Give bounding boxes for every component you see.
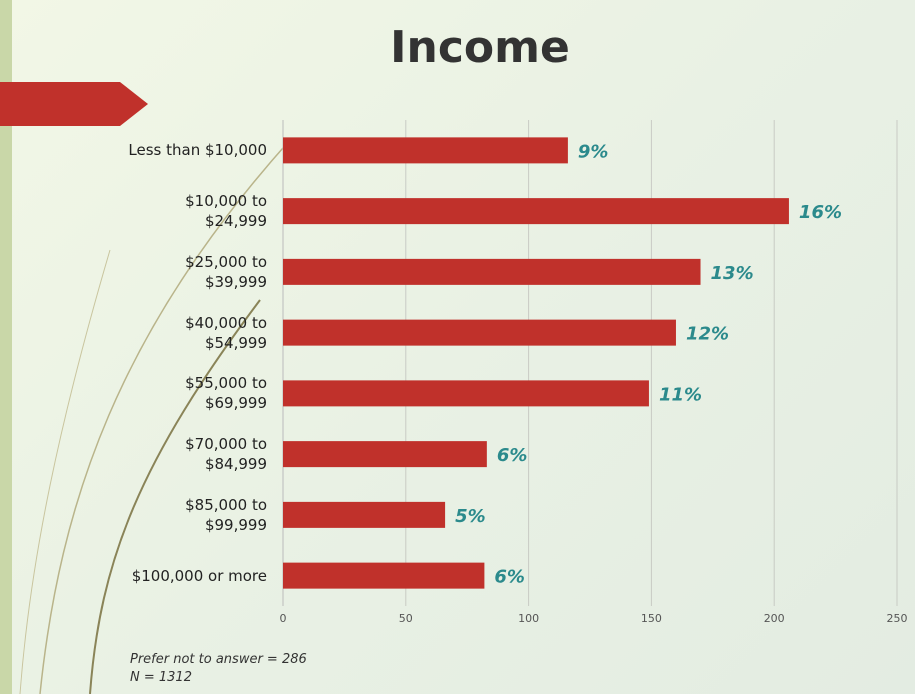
x-tick-label: 150 [641, 612, 662, 625]
swoosh [19, 249, 111, 694]
x-tick-label: 250 [887, 612, 908, 625]
category-label: $10,000 to $24,999 [185, 192, 267, 231]
value-label: 5% [455, 506, 486, 527]
value-label: 11% [659, 384, 702, 405]
bar [283, 441, 487, 468]
value-label: 9% [578, 141, 609, 162]
chart-title: Income [390, 22, 570, 73]
bar [283, 319, 676, 346]
category-label: $100,000 or more [131, 566, 267, 585]
bar [283, 198, 789, 225]
x-tick-label: 200 [764, 612, 785, 625]
value-label: 16% [799, 202, 842, 223]
category-label: $40,000 to $54,999 [185, 313, 267, 352]
x-tick-label: 0 [280, 612, 287, 625]
value-label: 6% [497, 445, 528, 466]
bar [283, 562, 485, 589]
category-label: Less than $10,000 [128, 141, 267, 160]
footnote: Prefer not to answer = 286 [130, 652, 307, 667]
category-label: $25,000 to $39,999 [185, 252, 267, 291]
bar [283, 501, 446, 528]
bar [283, 258, 701, 285]
bar [283, 380, 649, 407]
x-tick-label: 100 [518, 612, 539, 625]
value-label: 12% [686, 324, 729, 345]
value-label: 6% [494, 567, 525, 588]
x-tick-label: 50 [399, 612, 413, 625]
swoosh [39, 139, 291, 694]
arrow-decoration [0, 82, 148, 126]
left-border [0, 0, 12, 694]
category-label: $85,000 to $99,999 [185, 495, 267, 534]
value-label: 13% [711, 263, 754, 284]
category-label: $70,000 to $84,999 [185, 435, 267, 474]
swoosh [89, 299, 261, 694]
category-label: $55,000 to $69,999 [185, 374, 267, 413]
bar [283, 137, 568, 164]
footnote: N = 1312 [130, 670, 192, 685]
